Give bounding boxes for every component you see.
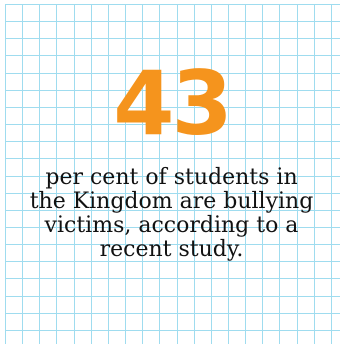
stat-caption: per cent of students in the Kingdom are … [0,166,343,262]
stat-caption-line: the Kingdom are bullying [29,189,314,214]
stat-caption-line: victims, according to a [44,213,299,238]
stat-number: 43 [113,52,232,155]
stat-caption-line: per cent of students in [45,165,298,190]
stat-caption-line: recent study. [99,237,244,262]
